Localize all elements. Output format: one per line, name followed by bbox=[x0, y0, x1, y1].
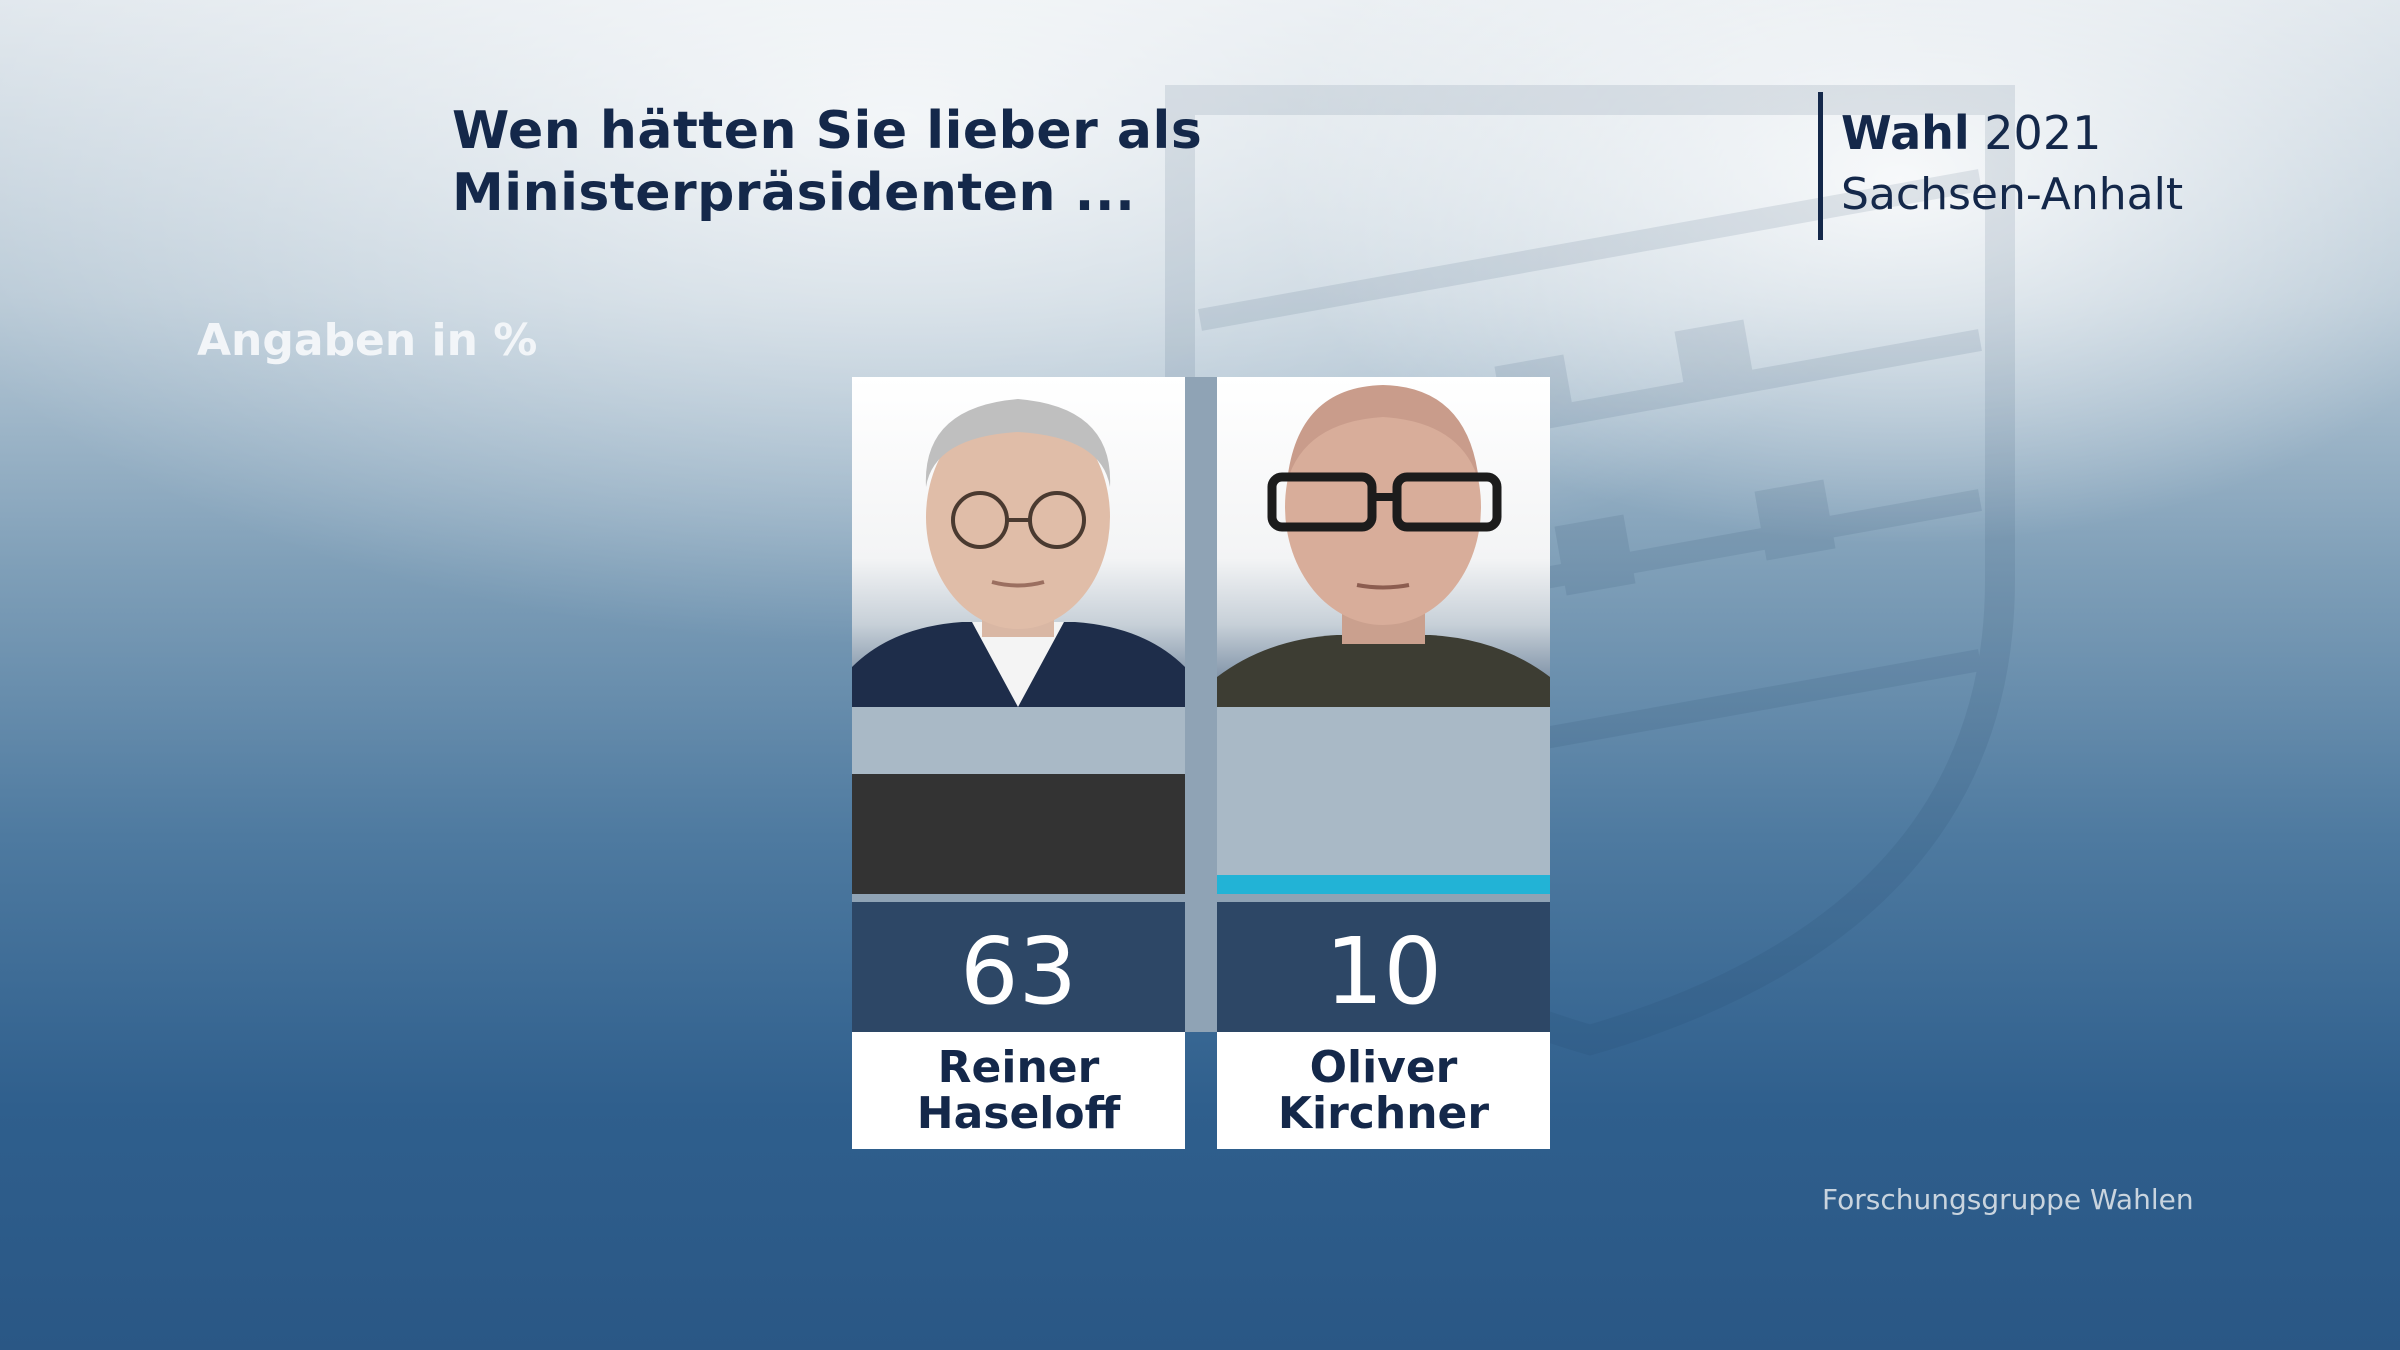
candidate-card-haseloff: 63 Reiner Haseloff bbox=[852, 377, 1185, 1149]
portrait-haseloff bbox=[852, 377, 1185, 707]
brand-region: Sachsen-Anhalt bbox=[1841, 169, 2184, 220]
brand-year: 2021 bbox=[1984, 106, 2102, 160]
unit-label: Angaben in % bbox=[197, 315, 538, 366]
bar-haseloff bbox=[852, 774, 1185, 894]
portrait-kirchner bbox=[1217, 377, 1550, 707]
card-divider bbox=[1185, 377, 1217, 1032]
brand-wahl: Wahl bbox=[1841, 106, 1970, 160]
bar-track-kirchner bbox=[1217, 707, 1550, 897]
value-kirchner: 10 bbox=[1217, 894, 1550, 1040]
value-haseloff: 63 bbox=[852, 894, 1185, 1040]
source-label: Forschungsgruppe Wahlen bbox=[1822, 1183, 2194, 1216]
name-haseloff: Reiner Haseloff bbox=[852, 1032, 1185, 1149]
candidate-card-kirchner: 10 Oliver Kirchner bbox=[1217, 377, 1550, 1149]
bar-kirchner bbox=[1217, 875, 1550, 894]
page-title: Wen hätten Sie lieber als Ministerpräsid… bbox=[452, 101, 1203, 223]
brand-block: Wahl 2021 Sachsen-Anhalt bbox=[1818, 92, 2183, 240]
bar-track-haseloff bbox=[852, 707, 1185, 897]
name-kirchner: Oliver Kirchner bbox=[1217, 1032, 1550, 1149]
